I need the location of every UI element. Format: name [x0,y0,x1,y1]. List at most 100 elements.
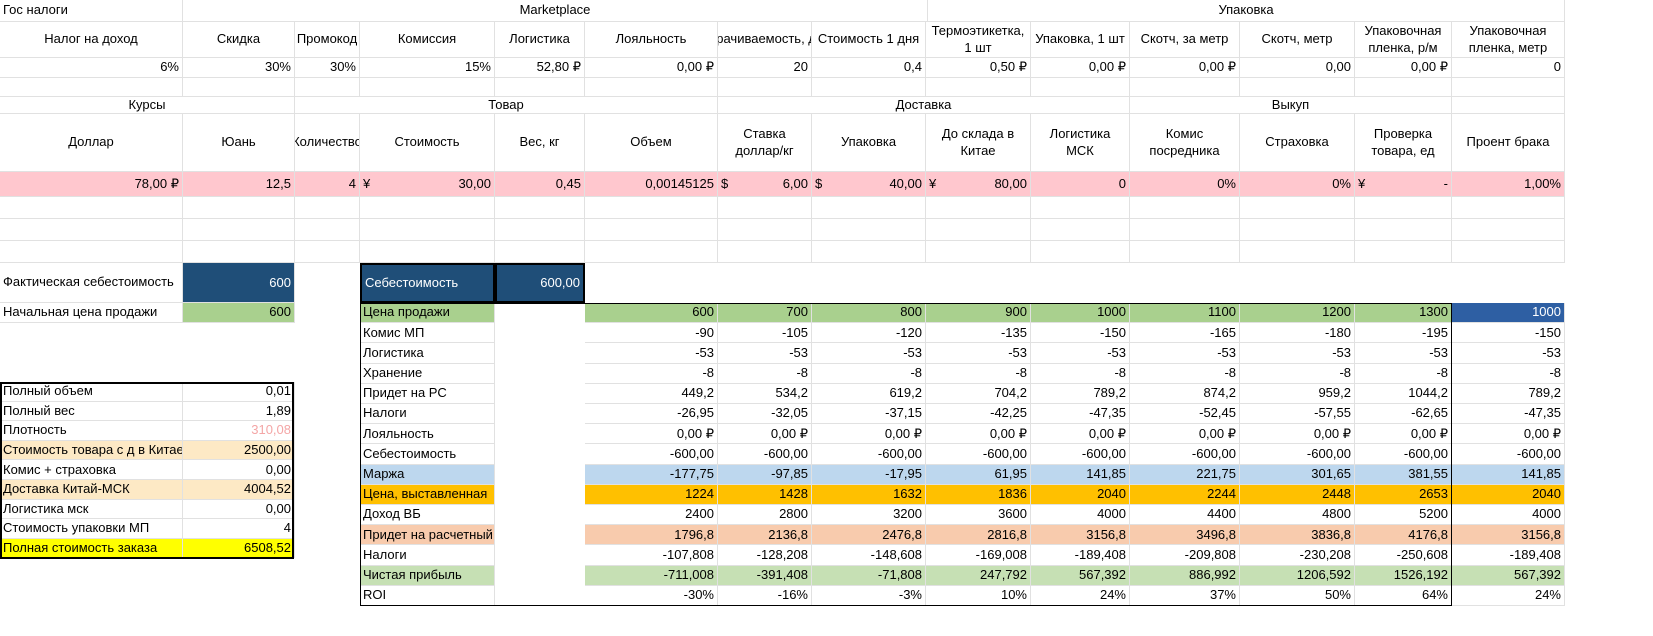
calc-value[interactable]: 24% [1031,585,1130,606]
empty-cell[interactable] [1452,219,1565,241]
empty-cell[interactable] [495,78,585,97]
calc-value[interactable]: 0,00 ₽ [1452,424,1565,445]
calc-value[interactable]: -71,808 [812,565,926,586]
empty-cell[interactable] [812,241,926,263]
empty-cell[interactable] [183,219,295,241]
calc-value[interactable]: 886,992 [1130,565,1240,586]
empty-cell[interactable] [0,197,183,219]
empty-cell[interactable] [183,78,295,97]
param-value[interactable]: 0,00 ₽ [1031,58,1130,78]
calc-value[interactable]: 2476,8 [812,525,926,546]
calc-value[interactable]: 1632 [812,484,926,505]
calc-value[interactable]: -57,55 [1240,404,1355,425]
param-value[interactable]: 6% [0,58,183,78]
param-value[interactable]: 52,80 ₽ [495,58,585,78]
calc-value[interactable]: 50% [1240,585,1355,606]
calc-value[interactable]: -600,00 [1355,444,1452,465]
calc-value[interactable]: 301,65 [1240,464,1355,485]
calc-value[interactable]: 900 [926,303,1031,324]
calc-value[interactable]: -600,00 [1130,444,1240,465]
empty-cell[interactable] [1031,241,1130,263]
header-marketplace[interactable]: Marketplace [183,0,928,22]
product-value[interactable]: 78,00 ₽ [0,172,183,197]
calc-value[interactable]: 1300 [1355,303,1452,324]
empty-cell[interactable] [495,241,585,263]
fact-cost-value[interactable]: 600 [183,263,295,303]
product-header[interactable]: Комис посредника [1130,114,1240,172]
empty-cell[interactable] [1355,241,1452,263]
product-header[interactable]: Доллар [0,114,183,172]
calc-value[interactable]: 141,85 [1452,464,1565,485]
empty-cell[interactable] [1130,78,1240,97]
param-header[interactable]: Скидка [183,22,295,58]
calc-value[interactable]: -47,35 [1031,404,1130,425]
header-gos-nalogi[interactable]: Гос налоги [0,0,183,22]
calc-value[interactable]: 619,2 [812,383,926,404]
empty-cell[interactable] [1130,219,1240,241]
calc-value[interactable]: 2653 [1355,484,1452,505]
calc-value[interactable]: 449,2 [585,383,718,404]
calc-value[interactable]: -90 [585,323,718,344]
empty-cell[interactable] [585,197,718,219]
empty-cell[interactable] [926,219,1031,241]
calc-value[interactable]: -105 [718,323,812,344]
param-value[interactable]: 30% [183,58,295,78]
calc-value[interactable]: -8 [1452,363,1565,384]
product-header[interactable]: Страховка [1240,114,1355,172]
calc-value[interactable]: -230,208 [1240,545,1355,566]
calc-value[interactable]: 700 [718,303,812,324]
product-header[interactable]: Упаковка [812,114,926,172]
cost-header-label[interactable]: Себестоимость [360,263,495,303]
empty-cell[interactable] [0,241,183,263]
calc-value[interactable]: -53 [1355,343,1452,364]
calc-value[interactable]: 1200 [1240,303,1355,324]
calc-value[interactable]: -16% [718,585,812,606]
empty-cell[interactable] [295,78,360,97]
calc-value[interactable]: 1428 [718,484,812,505]
product-header[interactable]: До склада в Китае [926,114,1031,172]
calc-value[interactable]: -135 [926,323,1031,344]
empty-cell[interactable] [360,197,495,219]
product-header[interactable]: Вес, кг [495,114,585,172]
calc-value[interactable]: -180 [1240,323,1355,344]
product-value[interactable]: ¥30,00 [360,172,495,197]
empty-cell[interactable] [1031,219,1130,241]
calc-value[interactable]: -53 [718,343,812,364]
param-value[interactable]: 0,4 [812,58,926,78]
calc-value[interactable]: 0,00 ₽ [1031,424,1130,445]
param-value[interactable]: 0 [1452,58,1565,78]
calc-value[interactable]: -53 [1452,343,1565,364]
calc-value[interactable]: -711,008 [585,565,718,586]
calc-value[interactable]: -8 [585,363,718,384]
param-header[interactable]: Термоэтикетка, 1 шт [926,22,1031,58]
calc-value[interactable]: 4000 [1452,505,1565,526]
calc-value[interactable]: 3156,8 [1031,525,1130,546]
calc-value[interactable]: -8 [926,363,1031,384]
calc-value[interactable]: 64% [1355,585,1452,606]
empty-cell[interactable] [718,219,812,241]
empty-cell[interactable] [0,78,183,97]
param-value[interactable]: 0,50 ₽ [926,58,1031,78]
empty-cell[interactable] [360,78,495,97]
calc-value[interactable]: 2800 [718,505,812,526]
param-header[interactable]: Скотч, метр [1240,22,1355,58]
calc-value[interactable]: 0,00 ₽ [718,424,812,445]
group-vykup[interactable]: Выкуп [1130,97,1452,114]
calc-value[interactable]: 3600 [926,505,1031,526]
empty-cell[interactable] [585,78,718,97]
calc-value[interactable]: -600,00 [585,444,718,465]
calc-value[interactable]: 4176,8 [1355,525,1452,546]
calc-value[interactable]: -52,45 [1130,404,1240,425]
calc-value[interactable]: 789,2 [1452,383,1565,404]
empty-cell[interactable] [495,219,585,241]
product-value[interactable]: 12,5 [183,172,295,197]
calc-value[interactable]: -209,808 [1130,545,1240,566]
param-header[interactable]: Упаковочная пленка, метр [1452,22,1565,58]
group-kursy[interactable]: Курсы [0,97,295,114]
param-header[interactable]: Промокод [295,22,360,58]
empty-cell[interactable] [812,219,926,241]
group-dostavka[interactable]: Доставка [718,97,1130,114]
param-header[interactable]: Оборачиваемость, дней [718,22,812,58]
empty-cell[interactable] [183,197,295,219]
calc-value[interactable]: -165 [1130,323,1240,344]
